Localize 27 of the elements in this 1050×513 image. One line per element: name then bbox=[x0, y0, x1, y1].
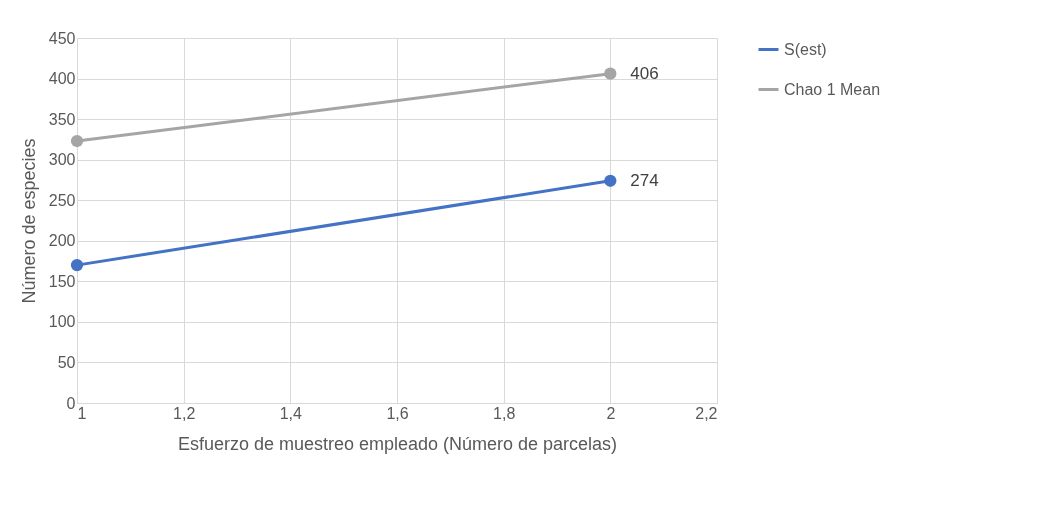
y-tick-label: 200 bbox=[48, 232, 76, 250]
y-tick-label: 0 bbox=[66, 394, 76, 412]
y-tick-label: 100 bbox=[48, 313, 76, 331]
y-tick-label: 50 bbox=[57, 353, 76, 371]
legend-label: S(est) bbox=[784, 40, 827, 58]
point bbox=[604, 174, 617, 187]
y-tick-label: 300 bbox=[48, 151, 76, 169]
x-tick-label: 1 bbox=[77, 404, 87, 422]
x-tick-label: 1,8 bbox=[493, 404, 516, 422]
x-tick-label: 2,2 bbox=[695, 404, 718, 422]
point bbox=[604, 67, 617, 80]
y-tick-label: 450 bbox=[48, 29, 76, 47]
y-axis-title: Número de especies bbox=[18, 138, 39, 304]
point bbox=[70, 134, 84, 148]
x-tick-label: 1,4 bbox=[279, 404, 303, 422]
y-tick-label: 150 bbox=[48, 272, 76, 290]
x-axis-title: Esfuerzo de muestreo empleado (Número de parcelas) bbox=[177, 433, 618, 454]
y-tick-label: 250 bbox=[48, 191, 76, 209]
legend-label: Chao 1 Mean bbox=[784, 80, 881, 98]
data-label: 406 bbox=[630, 63, 659, 83]
point bbox=[70, 259, 84, 272]
y-tick-label: 350 bbox=[48, 110, 76, 128]
x-tick-label: 1,2 bbox=[173, 404, 196, 422]
y-tick-label: 400 bbox=[48, 70, 76, 88]
x-tick-label: 2 bbox=[606, 404, 616, 422]
data-label: 274 bbox=[630, 170, 659, 190]
x-tick-label: 1,6 bbox=[386, 404, 409, 422]
